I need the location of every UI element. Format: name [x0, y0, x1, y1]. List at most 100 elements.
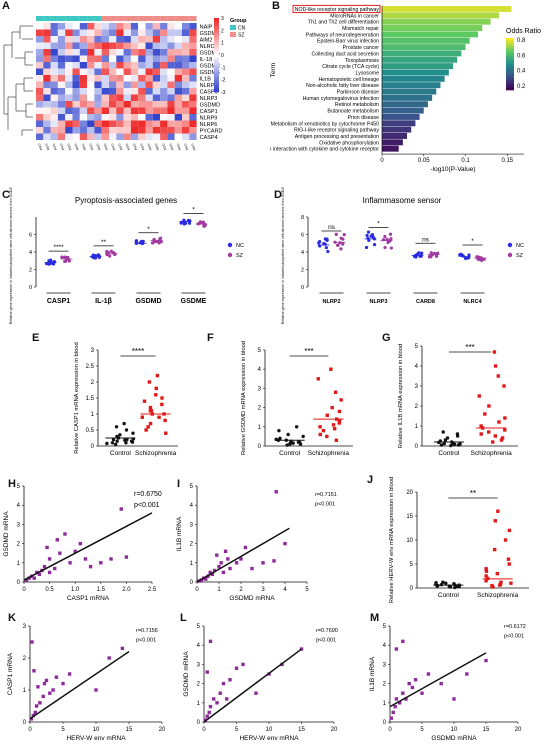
data-point: [51, 688, 55, 692]
heatmap-cell: [79, 68, 88, 75]
sig-label: ns: [328, 224, 336, 231]
enrichment-bar: [382, 69, 449, 76]
y-tick-label: 4: [258, 367, 262, 373]
y-tick-label: 0: [197, 720, 201, 726]
data-point: [218, 691, 222, 695]
heatmap-cell: [174, 62, 182, 69]
gene-label: PYCARD: [200, 129, 223, 135]
data-point: [107, 656, 111, 660]
heatmap-cell: [160, 120, 168, 127]
heatmap-cell: [101, 62, 109, 69]
heatmap-cell: [152, 68, 161, 75]
data-point: [439, 681, 443, 686]
heatmap-cell: [123, 127, 131, 134]
heatmap-cell: [189, 94, 197, 101]
heatmap-cell: [189, 133, 197, 140]
schizophrenia-point: [484, 574, 488, 578]
heatmap-cell: [72, 107, 80, 114]
enrichment-bar: [382, 50, 462, 57]
heatmap-cell: [87, 62, 95, 69]
control-point: [110, 441, 115, 445]
x-category-label: Control: [279, 450, 301, 457]
heatmap-cell: [160, 23, 168, 30]
data-point: [272, 559, 276, 563]
heatmap-cell: [50, 81, 58, 88]
heatmap-cell: [182, 127, 190, 134]
y-tick-label: 1: [190, 561, 194, 567]
heatmap-cell: [36, 88, 44, 95]
heatmap-cell: [130, 68, 139, 75]
y-tick-label: 2.5: [86, 364, 95, 370]
heatmap-cell: [152, 81, 161, 88]
data-point: [452, 697, 456, 701]
schizophrenia-point: [325, 434, 329, 439]
heatmap-cell: [189, 101, 197, 108]
data-point: [107, 254, 112, 258]
data-point: [228, 678, 232, 682]
heatmap-cell: [87, 107, 95, 114]
colorbar-step: [214, 50, 219, 53]
heatmap-cell: [145, 107, 153, 114]
heatmap-cell: [130, 29, 139, 36]
regression-line: [196, 527, 290, 583]
heatmap-cell: [167, 62, 175, 69]
panel-l: L 5 4 3 2 1 0 0 5 10 15 20 HERV-W env mRNA GSDMD mRN…: [178, 612, 368, 751]
data-point: [389, 716, 393, 720]
x-category-label: Control: [110, 450, 132, 457]
x-category-label: Schizophrenia: [477, 592, 519, 599]
schizophrenia-point: [492, 547, 497, 552]
legend-swatch: [230, 32, 236, 37]
heatmap-cell: [94, 55, 102, 62]
heatmap-cell: [174, 81, 182, 88]
heatmap-cell: [152, 88, 161, 95]
control-point: [115, 439, 119, 443]
data-point: [434, 254, 439, 258]
schizophrenia-point: [316, 377, 320, 381]
colorbar-step: [214, 22, 219, 26]
control-point: [113, 442, 118, 447]
heatmap-cell: [138, 127, 146, 134]
term-label: Antigen processing and presentation: [295, 134, 379, 140]
legend-gradient-step: [506, 84, 514, 87]
x-tick-label: 10: [451, 727, 458, 733]
heatmap-cell: [116, 94, 124, 101]
heatmap-cell: [130, 127, 139, 134]
data-point: [274, 490, 278, 494]
schizophrenia-point: [493, 364, 498, 368]
y-tick-label: 1: [23, 688, 27, 694]
category-label: GSDME: [181, 298, 207, 305]
y-tick-label: 3: [415, 384, 419, 390]
schizophrenia-point: [337, 419, 342, 423]
heatmap-cell: [43, 94, 51, 101]
heatmap-cell: [94, 75, 102, 82]
data-point: [234, 666, 239, 670]
heatmap-cell: [57, 68, 66, 75]
heatmap-cell: [109, 107, 117, 114]
data-point: [426, 672, 431, 676]
heatmap-cell: [94, 94, 102, 101]
heatmap-cell: [167, 23, 175, 30]
heatmap-cell: [152, 114, 161, 121]
heatmap-cell: [101, 55, 109, 62]
heatmap-cell: [123, 88, 131, 95]
group-bar-cell: [123, 16, 131, 21]
panel-h-letter: H: [8, 478, 16, 490]
data-point: [47, 557, 52, 561]
schizophrenia-point: [148, 409, 153, 413]
heatmap-cell: [138, 81, 146, 88]
data-point: [223, 549, 228, 553]
heatmap-cell: [123, 94, 131, 101]
legend-gradient-step: [506, 40, 514, 43]
data-point: [41, 694, 45, 699]
heatmap-cell: [109, 94, 117, 101]
heatmap-cell: [72, 133, 80, 140]
y-tick-label: 2: [29, 268, 32, 274]
panel-f: F 5 4 3 2 1 0 Relative GSDMD mRNA expression i…: [185, 330, 370, 470]
heatmap-cell: [138, 49, 146, 56]
heatmap-cell: [72, 75, 80, 82]
enrichment-bar: [382, 18, 491, 25]
sig-label: **: [101, 239, 107, 246]
schizophrenia-point: [499, 438, 504, 442]
heatmap-cell: [145, 114, 153, 121]
